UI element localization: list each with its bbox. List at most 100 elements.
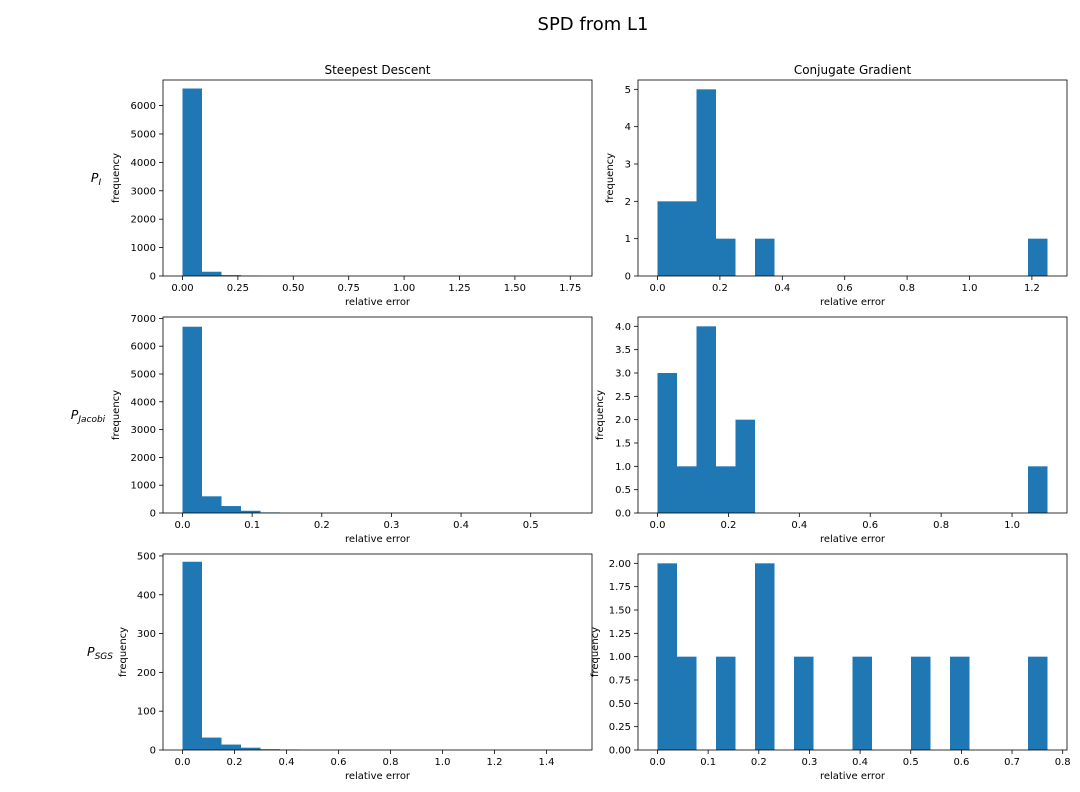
y-tick-label: 0	[150, 509, 156, 520]
y-tick-label: 5000	[131, 369, 156, 380]
x-tick-label: 0.2	[712, 283, 728, 294]
y-axis-label: frequency	[605, 153, 616, 203]
x-tick-label: 1.50	[504, 283, 526, 294]
y-tick-label: 0.75	[609, 676, 631, 687]
histogram-bar	[221, 275, 241, 276]
x-tick-label: 1.0	[1004, 520, 1020, 531]
y-tick-label: 1.25	[609, 629, 631, 640]
histogram-bar	[716, 656, 736, 750]
axes-frame	[162, 79, 593, 277]
y-tick-label: 3	[625, 160, 631, 171]
x-tick-label: 0.2	[751, 757, 767, 768]
x-tick-label: 1.2	[487, 757, 503, 768]
histogram-bar	[950, 656, 970, 750]
histogram-bar	[657, 563, 677, 750]
y-tick-label: 300	[137, 629, 156, 640]
x-tick-label: 0.8	[899, 283, 915, 294]
y-tick-label: 1.5	[615, 439, 631, 450]
column-title: Steepest Descent	[324, 63, 430, 77]
y-tick-label: 3.5	[615, 345, 631, 356]
x-tick-label: 0.8	[933, 520, 949, 531]
histogram-bar	[202, 737, 222, 750]
y-tick-label: 200	[137, 668, 156, 679]
histogram-bar	[657, 201, 677, 276]
histogram-bar	[911, 656, 931, 750]
x-tick-label: 0.2	[314, 520, 330, 531]
histogram-bar	[677, 201, 697, 276]
x-axis-label: relative error	[345, 297, 411, 308]
row-label: PI	[91, 170, 102, 188]
x-axis-label: relative error	[820, 771, 886, 782]
x-tick-label: 0.2	[227, 757, 243, 768]
row-label-base: P	[91, 170, 99, 185]
y-tick-label: 6000	[131, 342, 156, 353]
x-axis-label: relative error	[820, 534, 886, 545]
x-tick-label: 0.7	[1004, 757, 1020, 768]
y-axis-label: frequency	[595, 390, 606, 440]
x-tick-label: 0.1	[244, 520, 260, 531]
y-tick-label: 0.0	[615, 509, 631, 520]
y-tick-label: 2000	[131, 453, 156, 464]
row-label-base: P	[71, 407, 79, 422]
y-tick-label: 4.0	[615, 322, 631, 333]
y-tick-label: 0.5	[615, 485, 631, 496]
histogram-panel: 0.0 0.1 0.2 0.3 0.4 0.5 0 1000 2000 3000 4000 5000 6…	[111, 314, 593, 545]
y-tick-label: 3.0	[615, 369, 631, 380]
histogram-panel: 0.0 0.2 0.4 0.6 0.8 1.0 1.2 1.4 0 100 200 300 400 500…	[118, 551, 593, 782]
panels: 0.00 0.25 0.50 0.75 1.00 1.25 1.50 1.7501000200…	[111, 63, 1071, 782]
histogram-bar	[1028, 656, 1048, 750]
y-tick-label: 1.0	[615, 462, 631, 473]
histogram-panel: 0.0 0.2 0.4 0.6 0.8 1.0 1.2 0 1 2 3 4 5 relative erro…	[605, 63, 1068, 308]
x-tick-label: 0.6	[953, 757, 969, 768]
histogram-bar	[696, 89, 716, 276]
x-tick-label: 1.0	[962, 283, 978, 294]
histogram-bar	[696, 326, 716, 513]
x-tick-label: 1.25	[448, 283, 470, 294]
x-tick-label: 0.8	[383, 757, 399, 768]
y-tick-label: 1.50	[609, 606, 631, 617]
y-tick-label: 2.00	[609, 559, 631, 570]
histogram-bar	[221, 744, 241, 750]
axes-frame	[162, 316, 593, 514]
x-tick-label: 1.4	[539, 757, 555, 768]
histogram-bar	[657, 373, 677, 513]
axes-frame	[637, 79, 1068, 277]
y-tick-label: 500	[137, 551, 156, 562]
row-label-subscript: I	[98, 178, 101, 188]
y-tick-label: 6000	[131, 101, 156, 112]
y-tick-label: 5000	[131, 129, 156, 140]
x-tick-label: 0.75	[338, 283, 360, 294]
x-tick-label: 0.5	[523, 520, 539, 531]
column-title: Conjugate Gradient	[794, 63, 912, 77]
histogram-bar	[852, 656, 872, 750]
x-tick-label: 0.6	[862, 520, 878, 531]
x-tick-label: 0.0	[650, 283, 666, 294]
y-tick-label: 3000	[131, 425, 156, 436]
y-tick-label: 2000	[131, 215, 156, 226]
x-tick-label: 0.5	[903, 757, 919, 768]
x-tick-label: 0.1	[700, 757, 716, 768]
x-tick-label: 0.8	[1055, 757, 1071, 768]
histogram-bar	[241, 747, 261, 750]
row-label-subscript: Jacobi	[76, 415, 105, 425]
histogram-bar	[755, 238, 775, 276]
row-label: PJacobi	[71, 407, 106, 425]
x-tick-label: 0.4	[774, 283, 790, 294]
x-tick-label: 0.0	[175, 520, 191, 531]
y-tick-label: 0.00	[609, 746, 631, 757]
y-tick-label: 0	[625, 272, 631, 283]
y-axis-label: frequency	[111, 153, 122, 203]
histogram-bar	[1028, 238, 1048, 276]
x-tick-label: 0.4	[279, 757, 295, 768]
histogram-bar	[716, 466, 736, 513]
histogram-bar	[182, 88, 202, 277]
y-tick-label: 7000	[131, 314, 156, 325]
figure-title: SPD from L1	[538, 14, 649, 35]
y-tick-label: 0.50	[609, 699, 631, 710]
x-tick-label: 0.50	[282, 283, 304, 294]
y-tick-label: 1	[625, 234, 631, 245]
histogram-bar	[202, 496, 222, 513]
x-tick-label: 0.4	[453, 520, 469, 531]
